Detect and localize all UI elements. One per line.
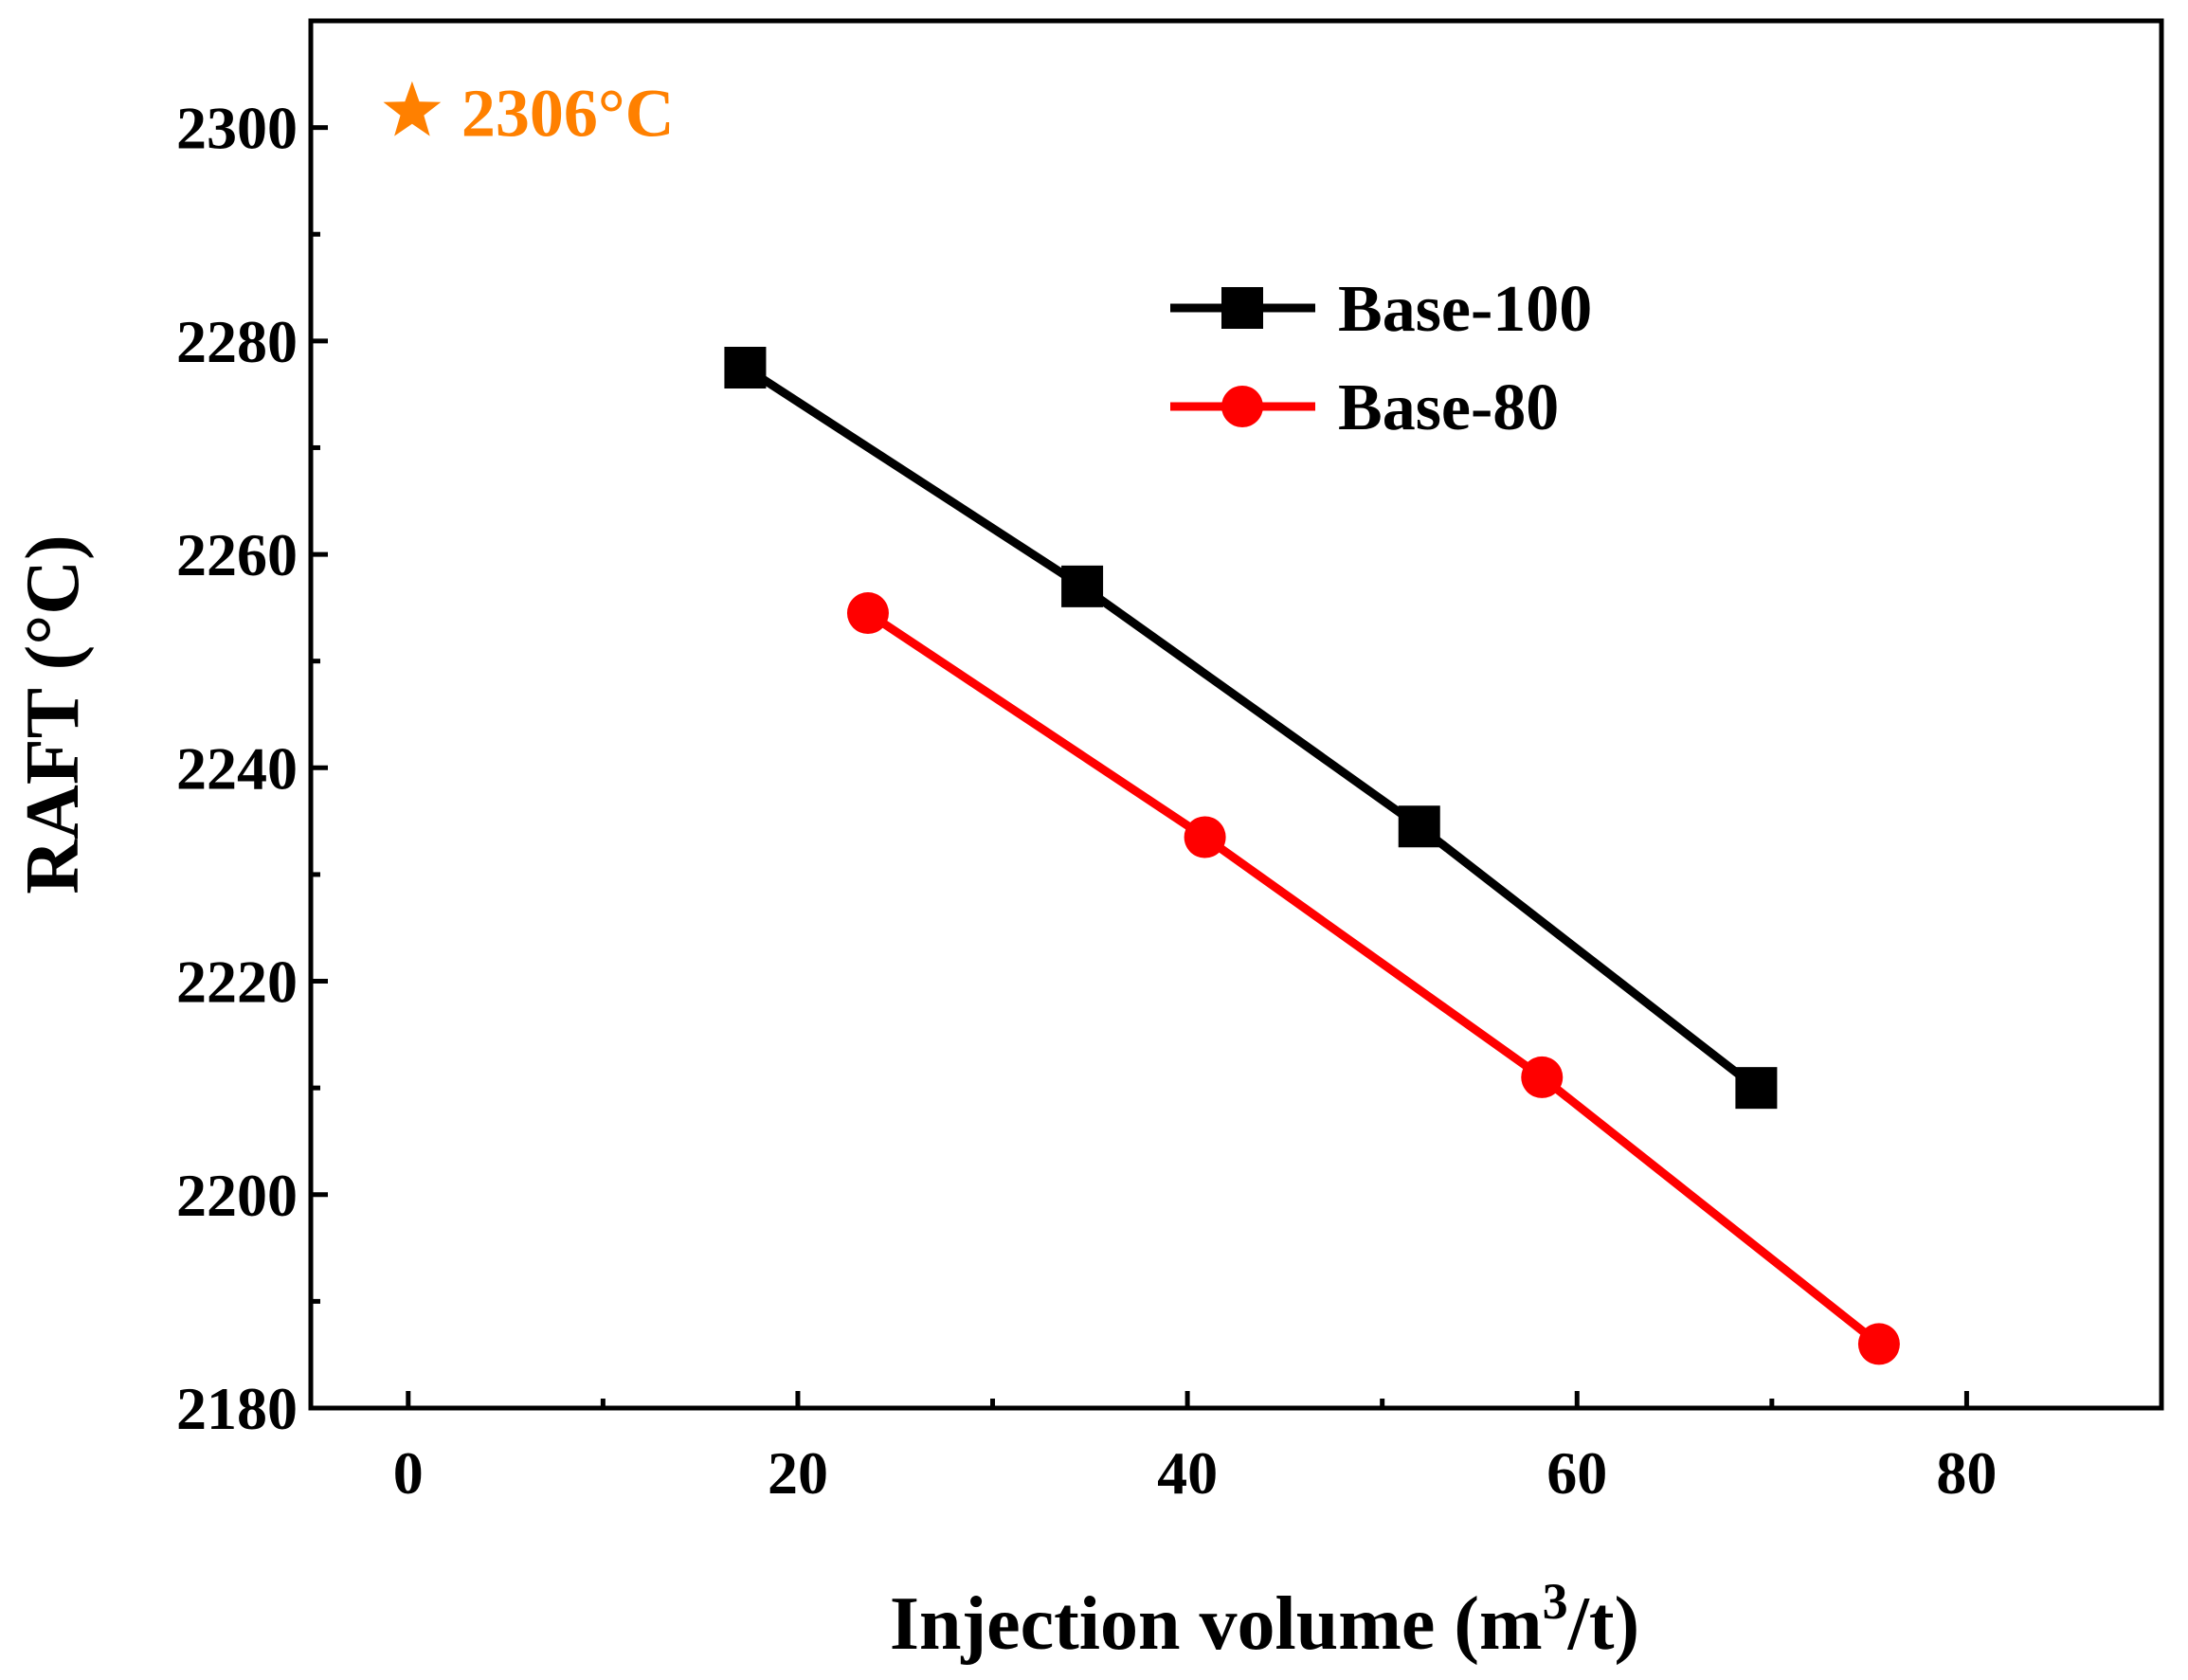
x-axis-title-superscript: 3 [1543,1573,1568,1630]
data-point-base-100 [724,347,767,388]
legend-item-base-80: Base-80 [1170,371,1559,444]
y-tick-label: 2200 [176,1162,298,1229]
data-point-base-100 [1398,805,1440,848]
y-tick-label: 2260 [176,521,298,588]
legend-marker [1221,287,1263,329]
x-tick-label: 0 [393,1439,424,1507]
star-icon [383,81,442,136]
series-base-80 [846,592,1900,1365]
y-tick-label: 2220 [176,948,298,1016]
y-tick-label: 2300 [176,95,298,162]
series-layer [724,347,1900,1365]
x-tick-label: 20 [768,1439,828,1507]
series-line-base-80 [865,609,1882,1347]
x-tick-label: 80 [1936,1439,1997,1507]
data-point-base-80 [1521,1056,1564,1098]
x-tick-label: 40 [1157,1439,1218,1507]
legend-label: Base-80 [1338,371,1559,444]
x-axis-title: Injection volume (m3/t) [890,1573,1639,1666]
y-axis-title: RAFT (°C) [11,534,95,894]
annotation: 2306°C [383,76,675,152]
data-point-base-100 [1061,565,1104,607]
major-ticks [311,125,1969,1411]
data-point-base-80 [846,592,889,635]
data-point-base-100 [1735,1067,1778,1110]
x-tick-label: 60 [1546,1439,1607,1507]
y-tick-label: 2240 [176,734,298,802]
plot-frame [308,18,2164,1411]
legend-label: Base-100 [1338,273,1592,346]
annotation-label: 2306°C [461,76,675,152]
tick-labels: 0 20 40 60 80 2180 2200 2220 2240 2260 2280 2300 [176,95,1997,1507]
series-line-base-100 [742,364,1760,1092]
data-point-base-80 [1857,1323,1900,1365]
legend-marker [1221,386,1263,427]
x-axis-title-main: Injection volume (m [890,1582,1543,1666]
data-point-base-80 [1184,816,1226,858]
legend-item-base-100: Base-100 [1170,273,1592,346]
y-tick-label: 2280 [176,308,298,375]
legend: Base-100 Base-80 [1170,273,1592,444]
x-axis-title-tail: /t) [1567,1582,1640,1666]
series-base-100 [724,347,1778,1110]
y-tick-label: 2180 [176,1375,298,1442]
